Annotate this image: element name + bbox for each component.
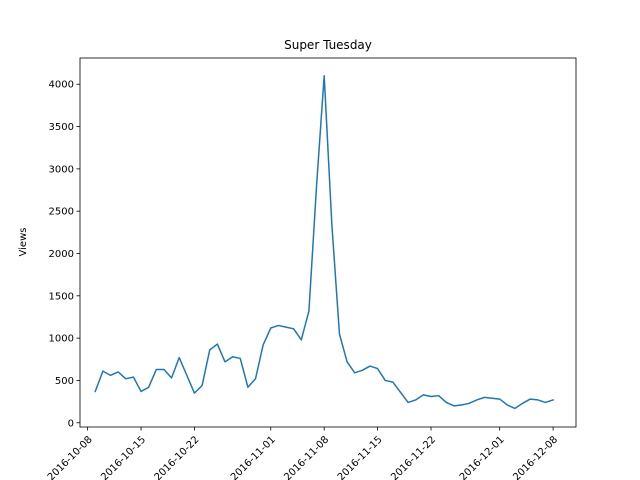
series-line — [94, 75, 555, 410]
y-tick-label: 0 — [68, 418, 74, 429]
y-tick-label: 1500 — [49, 291, 74, 302]
plot-frame — [79, 57, 577, 428]
y-tick-label: 2000 — [49, 249, 74, 260]
y-tick-label: 2500 — [49, 207, 74, 218]
y-tick-label: 4000 — [49, 80, 74, 91]
y-tick-label: 500 — [55, 376, 74, 387]
y-axis-label: Views — [18, 228, 29, 257]
y-tick-label: 3500 — [49, 122, 74, 133]
y-tick-label: 1000 — [49, 334, 74, 345]
y-tick-label: 3000 — [49, 164, 74, 175]
chart-title: Super Tuesday — [284, 38, 372, 52]
